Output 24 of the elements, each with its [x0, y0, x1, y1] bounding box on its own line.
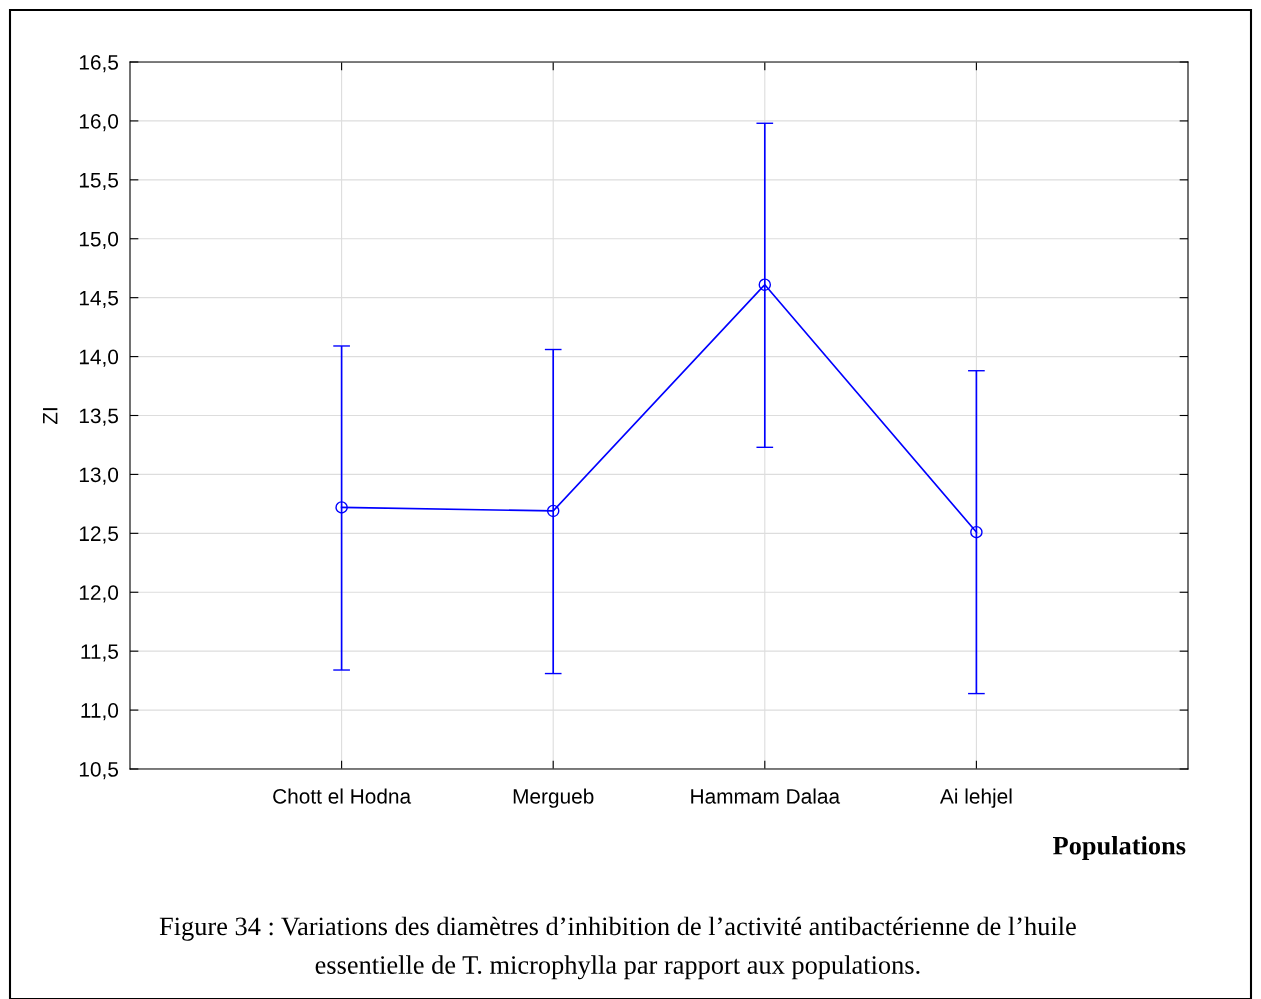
point [335, 501, 348, 514]
y-tick-label: 12,0 [79, 585, 119, 603]
y-tick-label: 15,5 [79, 173, 119, 191]
x-tick-label: Ai lehjel [939, 788, 1012, 808]
x-axis-title: Populations [1053, 836, 1186, 860]
x-tick-label: Hammam Dalaa [691, 788, 841, 804]
x-tick-label: Mergueb [513, 788, 594, 808]
point [758, 278, 772, 291]
y-tick-label: 12,5 [79, 526, 119, 544]
y-tick-label: 16,0 [79, 113, 119, 132]
y-tick-label: 13,0 [79, 467, 119, 485]
y-tick-label: 15,0 [79, 231, 119, 249]
y-tick-label: 14,0 [79, 349, 119, 367]
y-axis-title: ZI [43, 408, 58, 425]
point [546, 504, 560, 518]
y-tick-label: 11,5 [81, 644, 119, 662]
y-tick-label: 16,5 [79, 55, 119, 73]
point [970, 525, 983, 539]
y-tick-label: 10,5 [79, 762, 119, 780]
y-tick-label: 14,5 [79, 290, 119, 308]
y-tick-label: 13,5 [79, 408, 119, 426]
x-tick-label: Chott el Hodna [273, 788, 412, 804]
caption: Figure 34 : Variations des diamètres d’inhibition de l’activité antibactérienne de l’huile essentielle de T. microphylla par rapport aux populations. [159, 916, 1076, 980]
y-tick-label: 11,0 [81, 703, 119, 721]
